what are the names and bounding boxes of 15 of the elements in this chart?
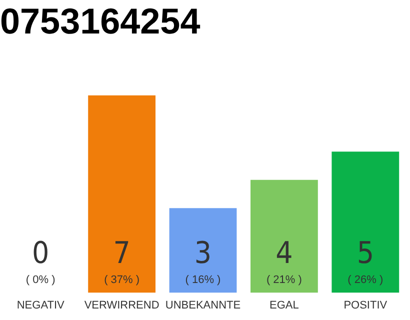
- bar: [332, 152, 400, 293]
- x-tick-label: EGAL: [270, 299, 299, 312]
- data-label: 5 ( 26% ): [348, 236, 384, 286]
- x-tick-label: NEGATIV: [16, 299, 65, 312]
- x-tick-label: POSITIV: [344, 299, 388, 312]
- bar: [169, 208, 237, 293]
- data-label: 7 ( 37% ): [104, 236, 140, 286]
- x-tick-label: UNBEKANNTE: [165, 299, 241, 312]
- data-label: 0 ( 0% ): [26, 236, 56, 286]
- bar: [88, 95, 156, 293]
- data-label: 4 ( 21% ): [266, 236, 302, 286]
- data-label: 3 ( 16% ): [185, 236, 221, 286]
- bar: [250, 180, 318, 293]
- chart-title: 0753164254: [0, 0, 200, 42]
- x-tick-label: VERWIRREND: [84, 299, 160, 312]
